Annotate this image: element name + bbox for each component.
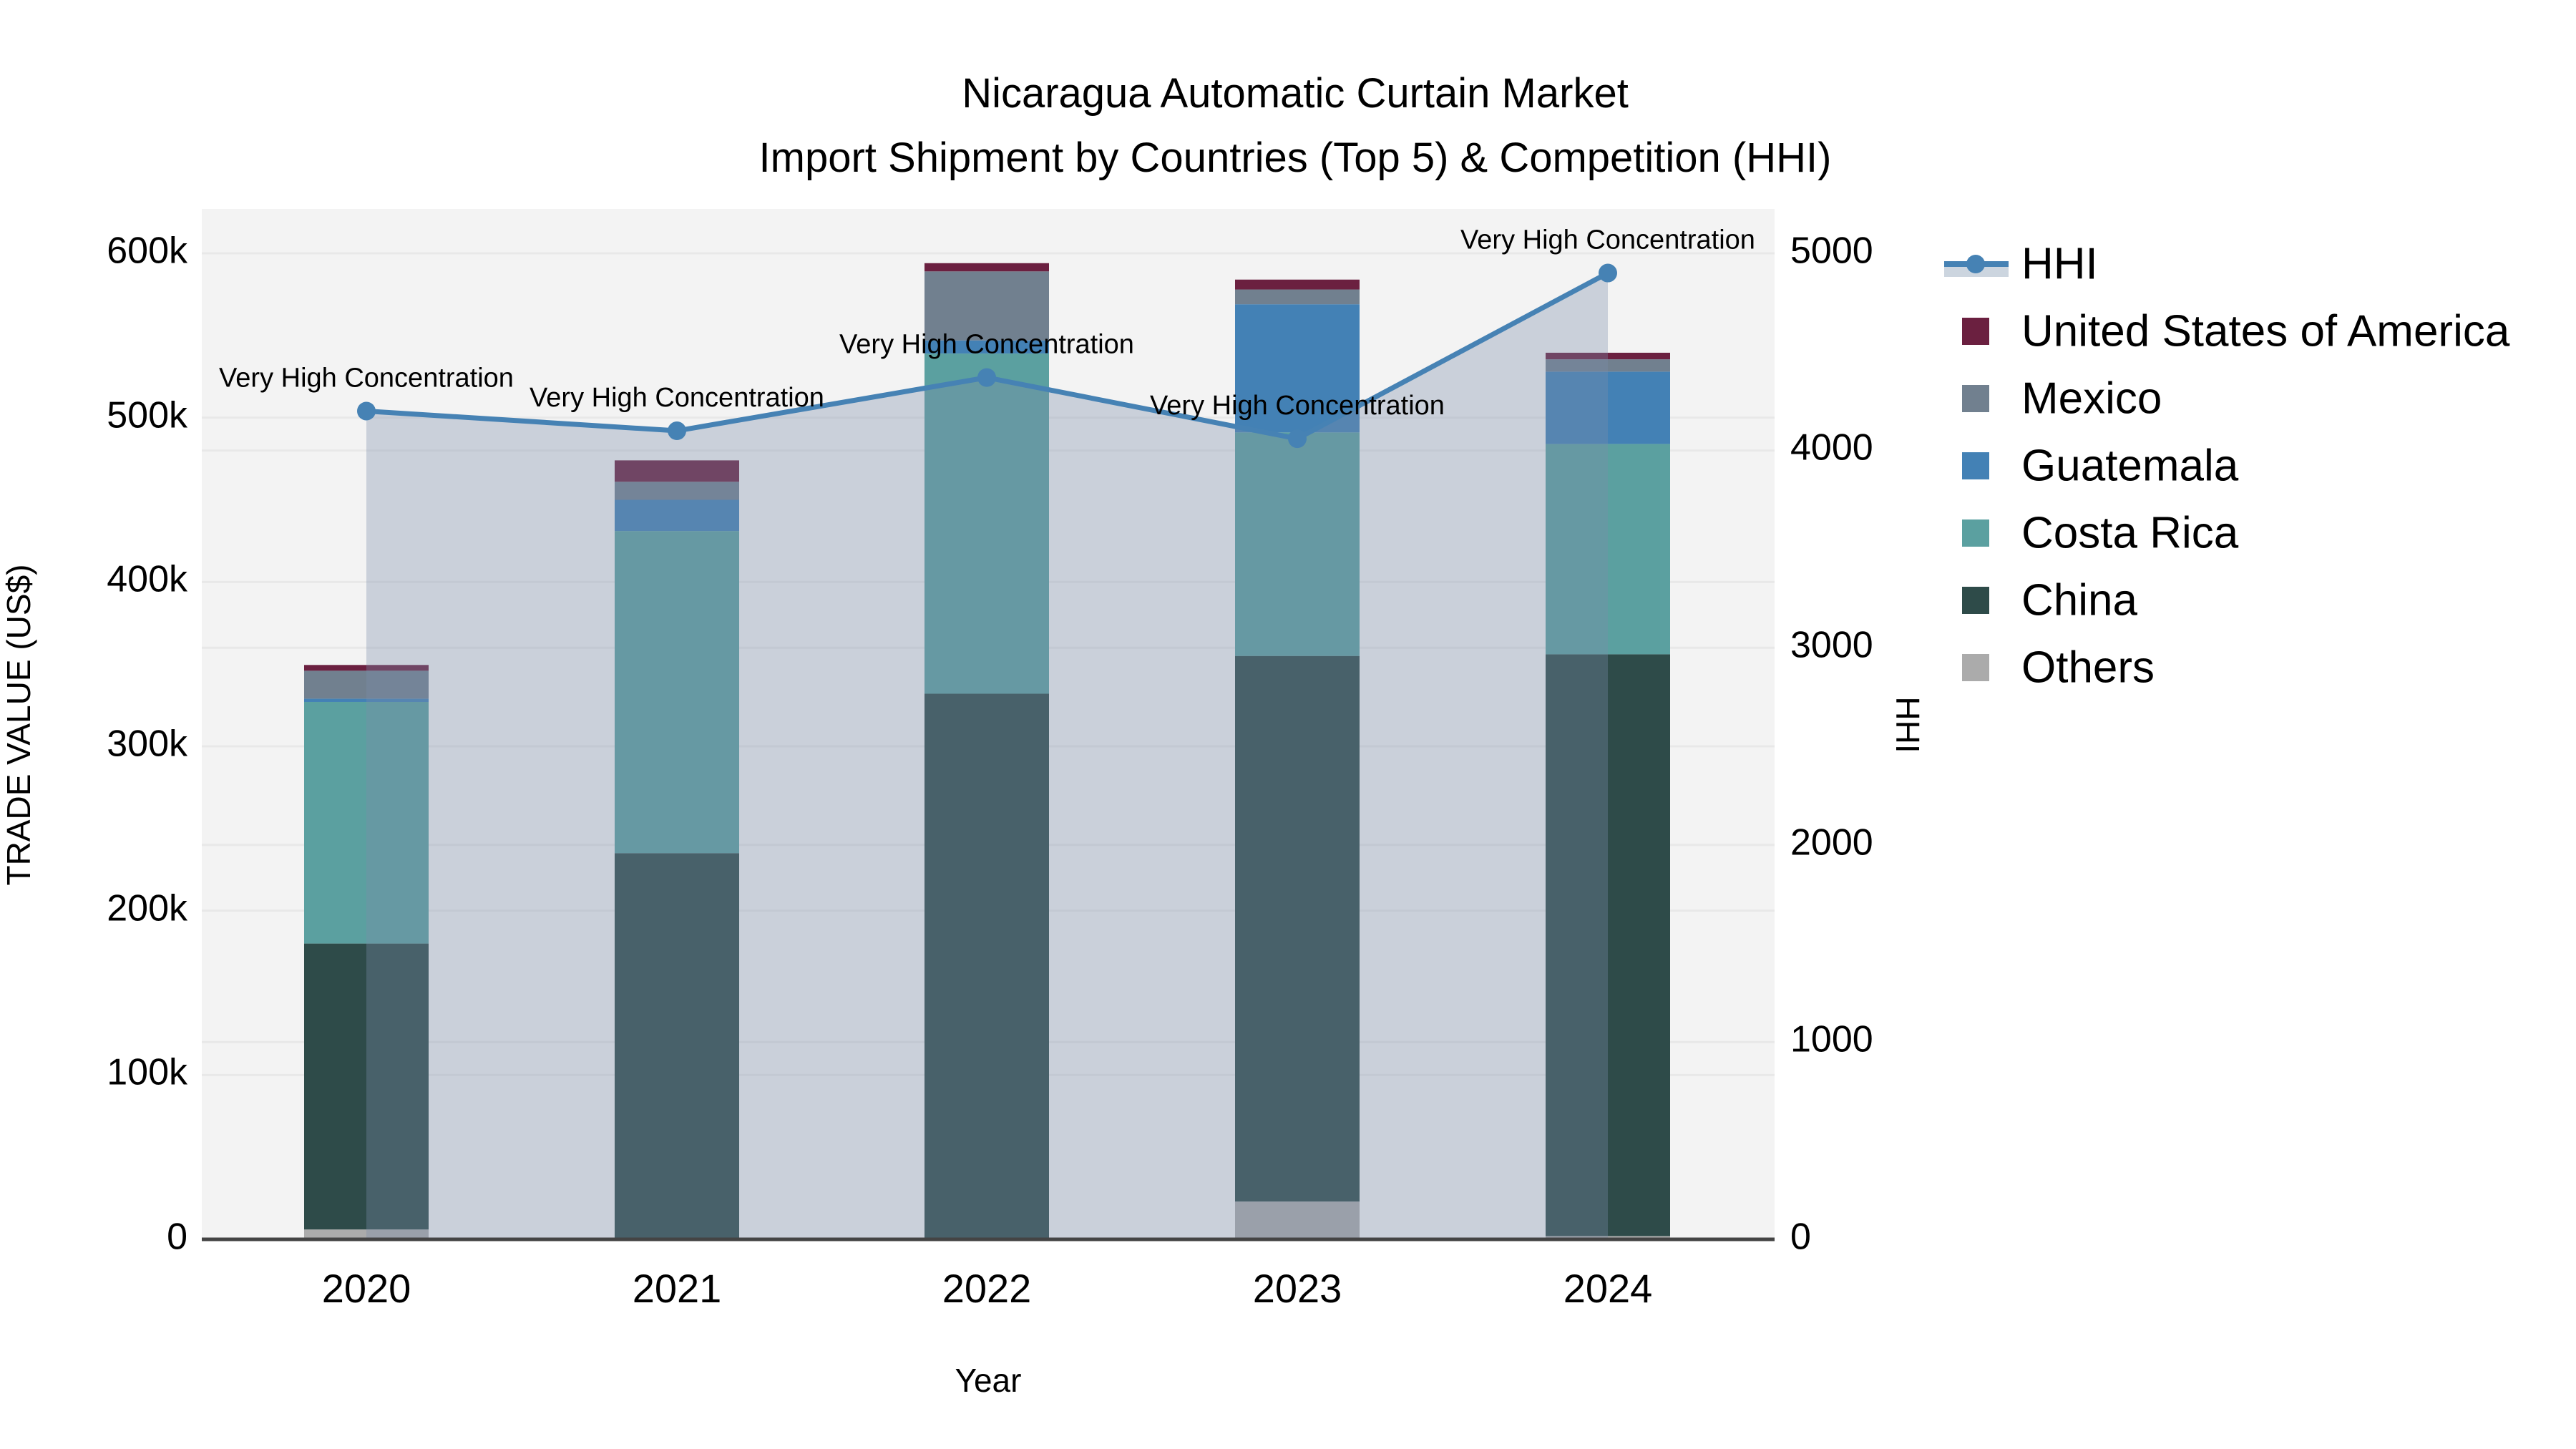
x-tick-2021: 2021 — [633, 1266, 722, 1311]
bar-segment-guatemala-2020 — [304, 698, 429, 702]
legend-label-hhi: HHI — [2021, 240, 2098, 289]
bar-segment-guatemala-2023 — [1235, 304, 1360, 433]
hhi-area-polygon — [366, 273, 1608, 1239]
annotation-2021: Very High Concentration — [530, 383, 824, 413]
bar-segment-mexico-2022 — [924, 271, 1049, 341]
chart-title-line2: Import Shipment by Countries (Top 5) & C… — [759, 135, 1832, 181]
hhi-marker-2020 — [357, 401, 376, 421]
bar-segment-costa-rica-2021 — [615, 531, 739, 854]
left-tick-500k: 500k — [107, 395, 188, 436]
bar-segment-guatemala-2022 — [924, 340, 1049, 354]
x-axis-title: Year — [955, 1362, 1022, 1399]
legend-item-mexico: Mexico — [1962, 374, 2162, 424]
hhi-marker-2021 — [668, 421, 686, 441]
hhi-marker-2023 — [1288, 429, 1307, 449]
bar-segment-costa-rica-2023 — [1235, 432, 1360, 656]
stacked-bars — [304, 263, 1670, 1239]
chart-title-line1: Nicaragua Automatic Curtain Market — [962, 70, 1629, 117]
bar-segment-costa-rica-2020 — [304, 701, 429, 944]
x-tick-2024: 2024 — [1563, 1266, 1653, 1311]
bar-segment-guatemala-2021 — [615, 499, 739, 532]
hhi-line — [357, 263, 1617, 449]
legend-swatch-others — [1962, 654, 1989, 681]
hhi-marker-2024 — [1599, 263, 1617, 283]
left-tick-400k: 400k — [107, 559, 188, 600]
legend-hhi-marker-icon — [1966, 255, 1985, 273]
left-tick-0: 0 — [167, 1216, 187, 1258]
annotation-2024: Very High Concentration — [1460, 225, 1755, 255]
legend-label-united-states-of-america: United States of America — [2021, 307, 2510, 356]
legend-item-united-states-of-america: United States of America — [1962, 307, 2510, 356]
annotation-2020: Very High Concentration — [219, 363, 514, 393]
annotations: Very High Concentration Very High Concent… — [219, 225, 1755, 421]
bar-segment-united-states-of-america-2020 — [304, 665, 429, 671]
legend-item-guatemala: Guatemala — [1962, 441, 2239, 491]
right-axis-title: HHI — [1889, 696, 1926, 753]
legend-label-mexico: Mexico — [2021, 374, 2162, 424]
right-tick-4000: 4000 — [1790, 427, 1873, 469]
bar-segment-mexico-2020 — [304, 670, 429, 699]
left-tick-600k: 600k — [107, 230, 188, 272]
right-tick-3000: 3000 — [1790, 625, 1873, 666]
right-tick-2000: 2000 — [1790, 822, 1873, 864]
bar-segment-mexico-2021 — [615, 482, 739, 500]
bar-segment-china-2024 — [1546, 654, 1670, 1236]
right-axis-ticks: 0 1000 2000 3000 4000 5000 — [1790, 230, 1873, 1258]
left-tick-200k: 200k — [107, 888, 188, 930]
legend: HHI United States of America Mexico Guatema… — [1944, 240, 2510, 693]
legend-item-china: China — [1962, 576, 2138, 625]
bar-segment-mexico-2024 — [1546, 359, 1670, 372]
bar-segment-united-states-of-america-2022 — [924, 263, 1049, 272]
x-tick-2020: 2020 — [322, 1266, 411, 1311]
legend-item-hhi: HHI — [1944, 240, 2098, 289]
bar-segment-costa-rica-2024 — [1546, 444, 1670, 655]
legend-label-others: Others — [2021, 643, 2155, 693]
legend-swatch-mexico — [1962, 385, 1989, 412]
right-tick-1000: 1000 — [1790, 1019, 1873, 1060]
legend-label-china: China — [2021, 576, 2138, 625]
annotation-2023: Very High Concentration — [1150, 391, 1445, 421]
bar-segment-united-states-of-america-2023 — [1235, 279, 1360, 290]
bar-segment-china-2021 — [615, 853, 739, 1238]
x-axis-ticks: 2020 2021 2022 2023 2024 — [322, 1266, 1653, 1311]
bar-segment-guatemala-2024 — [1546, 371, 1670, 444]
left-axis-ticks: 0 100k 200k 300k 400k 500k 600k — [107, 230, 188, 1258]
right-tick-0: 0 — [1790, 1216, 1811, 1258]
bar-segment-costa-rica-2022 — [924, 353, 1049, 694]
left-tick-100k: 100k — [107, 1052, 188, 1093]
legend-swatch-united-states-of-america — [1962, 318, 1989, 345]
bar-segment-china-2022 — [924, 693, 1049, 1238]
bar-segment-china-2023 — [1235, 655, 1360, 1202]
legend-label-costa-rica: Costa Rica — [2021, 509, 2239, 558]
hhi-marker-2022 — [977, 368, 996, 387]
legend-item-costa-rica: Costa Rica — [1962, 509, 2239, 558]
left-tick-300k: 300k — [107, 723, 188, 765]
bar-segment-others-2020 — [304, 1229, 429, 1239]
legend-swatch-china — [1962, 587, 1989, 614]
left-axis-title: TRADE VALUE (US$) — [0, 564, 37, 885]
bar-segment-others-2023 — [1235, 1201, 1360, 1239]
right-tick-5000: 5000 — [1790, 230, 1873, 272]
bar-segment-united-states-of-america-2021 — [615, 460, 739, 482]
bar-segment-united-states-of-america-2024 — [1546, 352, 1670, 360]
hhi-area-fill — [366, 273, 1608, 1239]
legend-swatch-costa-rica — [1962, 519, 1989, 547]
legend-item-others: Others — [1962, 643, 2155, 693]
legend-label-guatemala: Guatemala — [2021, 441, 2239, 491]
annotation-2022: Very High Concentration — [839, 330, 1134, 360]
bar-segment-china-2020 — [304, 943, 429, 1230]
legend-swatch-guatemala — [1962, 452, 1989, 479]
x-tick-2022: 2022 — [942, 1266, 1032, 1311]
x-tick-2023: 2023 — [1253, 1266, 1342, 1311]
bar-segment-mexico-2023 — [1235, 289, 1360, 305]
